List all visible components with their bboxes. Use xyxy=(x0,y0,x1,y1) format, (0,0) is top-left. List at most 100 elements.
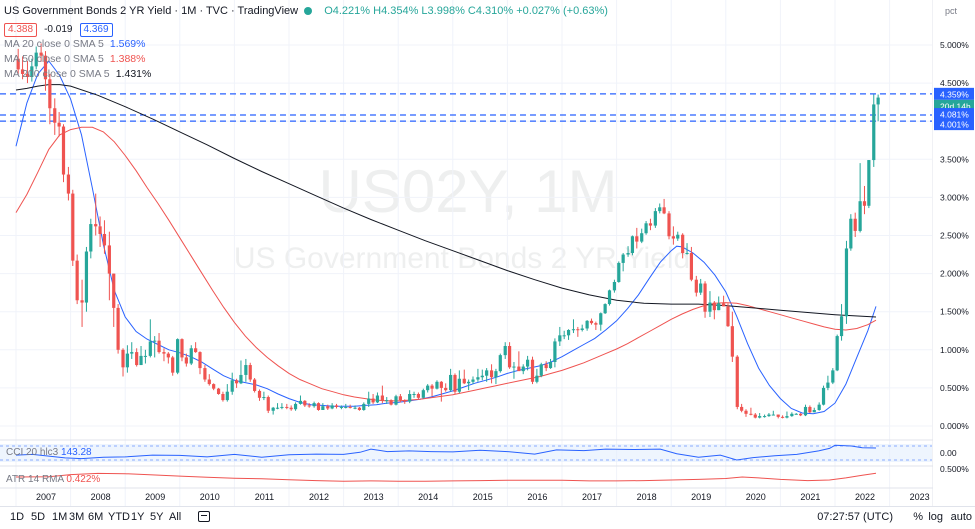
candle-body xyxy=(876,97,880,105)
candle-body xyxy=(648,223,653,226)
candle-body xyxy=(671,236,675,239)
candle-body xyxy=(275,407,280,409)
candle-body xyxy=(453,374,457,392)
candle xyxy=(16,48,20,74)
candle-body xyxy=(403,400,407,402)
range-all[interactable]: All xyxy=(169,511,182,523)
candle xyxy=(412,391,416,398)
candle-body xyxy=(234,380,239,384)
candle-body xyxy=(153,340,157,342)
clock[interactable]: 07:27:57 (UTC) xyxy=(817,511,893,523)
symbol-title[interactable]: US Government Bonds 2 YR Yield · 1M · TV… xyxy=(4,5,299,17)
watermark-description: US Government Bonds 2 YR Yield xyxy=(234,242,690,275)
candle-body xyxy=(444,387,448,391)
candle xyxy=(749,407,753,416)
range-1d[interactable]: 1D xyxy=(10,511,25,523)
candle xyxy=(216,387,221,395)
candle xyxy=(526,355,530,371)
candle-body xyxy=(385,400,389,402)
candle-body xyxy=(494,371,498,378)
ma20-legend[interactable]: MA 20 close 0 SMA 5 1.569% xyxy=(4,37,608,52)
range-ytd[interactable]: YTD xyxy=(108,511,130,523)
candle xyxy=(521,364,525,375)
candle xyxy=(648,218,653,231)
range-1m[interactable]: 1M xyxy=(52,511,68,523)
candle xyxy=(184,353,188,367)
range-5y[interactable]: 5Y xyxy=(150,511,164,523)
candle-body xyxy=(808,406,812,413)
range-1y[interactable]: 1Y xyxy=(131,511,145,523)
candle-body xyxy=(148,341,152,356)
candle xyxy=(198,351,202,375)
candle xyxy=(180,338,184,362)
candle xyxy=(125,345,129,373)
buy-price[interactable]: 4.369 xyxy=(79,23,113,37)
candle xyxy=(867,160,871,209)
candle-body xyxy=(34,52,38,67)
candle-body xyxy=(198,352,202,369)
ma200-legend[interactable]: MA 200 close 0 SMA 5 1.431% xyxy=(4,67,608,82)
candle-body xyxy=(853,218,857,231)
price-badge xyxy=(934,108,974,121)
candle xyxy=(662,198,666,215)
atr-axis-label: 0.500% xyxy=(940,464,969,474)
candle xyxy=(130,342,134,359)
candle xyxy=(207,374,211,386)
candle-body xyxy=(84,251,89,303)
candle-body xyxy=(539,364,543,376)
candle-body xyxy=(858,201,862,231)
candle-body xyxy=(489,370,494,378)
market-status-icon xyxy=(304,7,313,16)
candle xyxy=(640,228,644,244)
candle xyxy=(248,362,252,382)
candle-body xyxy=(790,413,794,417)
candle xyxy=(535,368,539,384)
goto-date-icon[interactable] xyxy=(198,511,210,522)
candle-body xyxy=(20,69,25,74)
candle-body xyxy=(89,224,93,252)
time-axis[interactable]: 2007 2008 2009 2010 2011 2012 2013 2014 2015 2016… xyxy=(36,492,930,502)
candle-body xyxy=(544,364,548,369)
time-tick-label: 2016 xyxy=(527,492,547,502)
ma50-legend[interactable]: MA 50 close 0 SMA 5 1.388% xyxy=(4,52,608,67)
candle xyxy=(489,364,494,384)
candle-body xyxy=(371,398,375,403)
time-tick-label: 2017 xyxy=(582,492,602,502)
candle xyxy=(694,275,698,297)
auto-scale-button[interactable]: auto xyxy=(950,511,972,523)
candle xyxy=(821,385,826,406)
candle xyxy=(312,401,316,408)
cci-label: CCI 20 hlc3 xyxy=(6,447,59,458)
candle xyxy=(362,402,366,411)
cci-legend[interactable]: CCI 20 hlc3 143.28 xyxy=(6,447,92,458)
atr-legend[interactable]: ATR 14 RMA 0.422% xyxy=(6,474,100,485)
candle xyxy=(580,324,584,332)
candle-body xyxy=(48,79,52,109)
range-3m[interactable]: 3M xyxy=(69,511,85,523)
candle xyxy=(426,384,430,393)
range-6m[interactable]: 6M xyxy=(88,511,104,523)
candle xyxy=(225,384,229,402)
moving-average-lines xyxy=(15,60,877,415)
candle-body xyxy=(530,359,535,382)
candle-body xyxy=(571,329,576,331)
time-tick-label: 2008 xyxy=(91,492,111,502)
candle xyxy=(153,336,157,358)
price-axis[interactable]: pct5.000%4.500%4.000%3.500%3.000%2.500%2… xyxy=(933,0,975,507)
candle-body xyxy=(512,366,516,368)
candle xyxy=(630,235,635,256)
log-scale-button[interactable]: log xyxy=(928,511,943,523)
range-5d[interactable]: 5D xyxy=(31,511,46,523)
candle-body xyxy=(480,375,484,378)
watermark-symbol: US02Y, 1M xyxy=(318,158,617,225)
candle xyxy=(790,412,794,417)
candle xyxy=(61,124,66,183)
candle-body xyxy=(562,335,566,337)
candle xyxy=(858,163,862,233)
percent-scale-button[interactable]: % xyxy=(913,511,923,523)
horizontal-lines xyxy=(0,93,932,122)
sell-price[interactable]: 4.388 xyxy=(4,23,38,37)
candle xyxy=(75,254,79,305)
atr-label: ATR 14 RMA xyxy=(6,474,64,485)
